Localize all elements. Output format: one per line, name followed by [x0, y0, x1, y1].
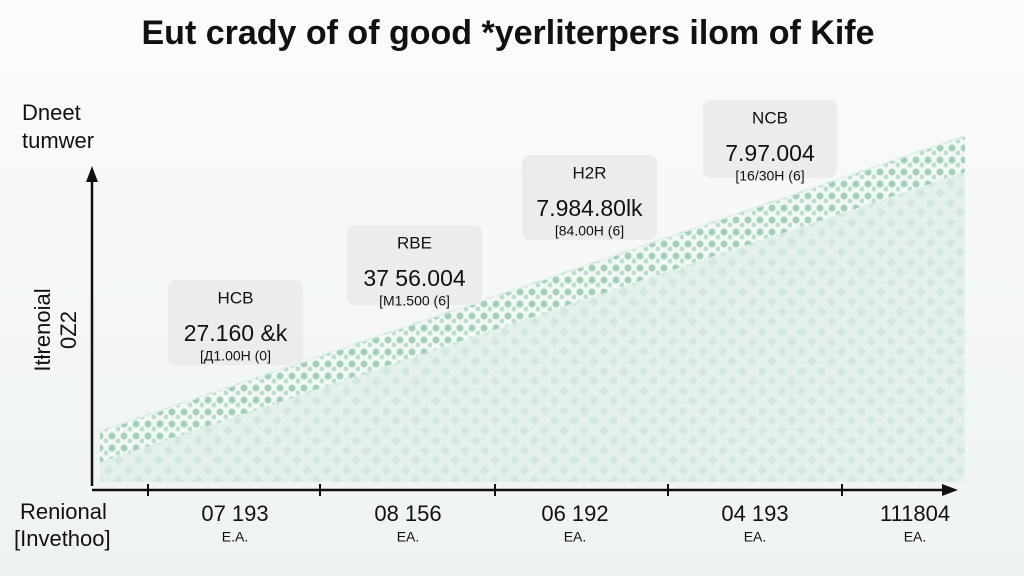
- callout-range: [Д1.00Н (0]: [200, 348, 271, 364]
- x-tick-unit: E.A.: [222, 529, 248, 545]
- callout-range: [M1.500 (6]: [379, 293, 450, 309]
- x-tick-unit: EA.: [904, 529, 927, 545]
- callout-range: [84.00H (6]: [555, 223, 624, 239]
- callout-code: RBE: [397, 233, 432, 252]
- x-tick-label: 06 192: [541, 501, 608, 526]
- x-label: [Invethoo]: [14, 526, 111, 551]
- y-label: Dneet: [22, 100, 81, 125]
- x-ticks: [147, 484, 843, 496]
- callout-box: [168, 280, 303, 365]
- y-rotated-label: 0Z2: [56, 311, 81, 349]
- x-tick-label: 04 193: [721, 501, 788, 526]
- callout-code: HCB: [218, 288, 254, 307]
- callout-range: [16/30H (6]: [735, 168, 804, 184]
- callout-value: 37 56.004: [363, 265, 466, 291]
- callout-value: 7.984.80lk: [536, 195, 643, 221]
- title: Eut crady of of good *yerliterpers ilom …: [142, 14, 875, 52]
- x-tick-unit: EA.: [744, 529, 767, 545]
- callout-value: 7.97.004: [725, 140, 815, 166]
- callout-value: 27.160 &k: [184, 320, 288, 346]
- x-arrow: [942, 484, 958, 496]
- x-tick-label: 111804: [880, 501, 950, 526]
- y-label: tumwer: [22, 128, 94, 153]
- y-rotated-label: Itƚrenoial: [30, 288, 55, 371]
- callout-box: [522, 155, 657, 240]
- callout-code: H2R: [572, 163, 606, 182]
- x-tick-unit: EA.: [397, 529, 420, 545]
- x-tick-unit: EA.: [564, 529, 587, 545]
- x-tick-label: 07 193: [201, 501, 268, 526]
- callout-box: [703, 100, 837, 178]
- y-arrow: [86, 166, 98, 182]
- callout-box: [347, 225, 482, 305]
- callout-code: NCB: [752, 108, 788, 127]
- area-band: [100, 137, 965, 462]
- x-tick-label: 08 156: [374, 501, 441, 526]
- x-label: Renional: [20, 499, 107, 524]
